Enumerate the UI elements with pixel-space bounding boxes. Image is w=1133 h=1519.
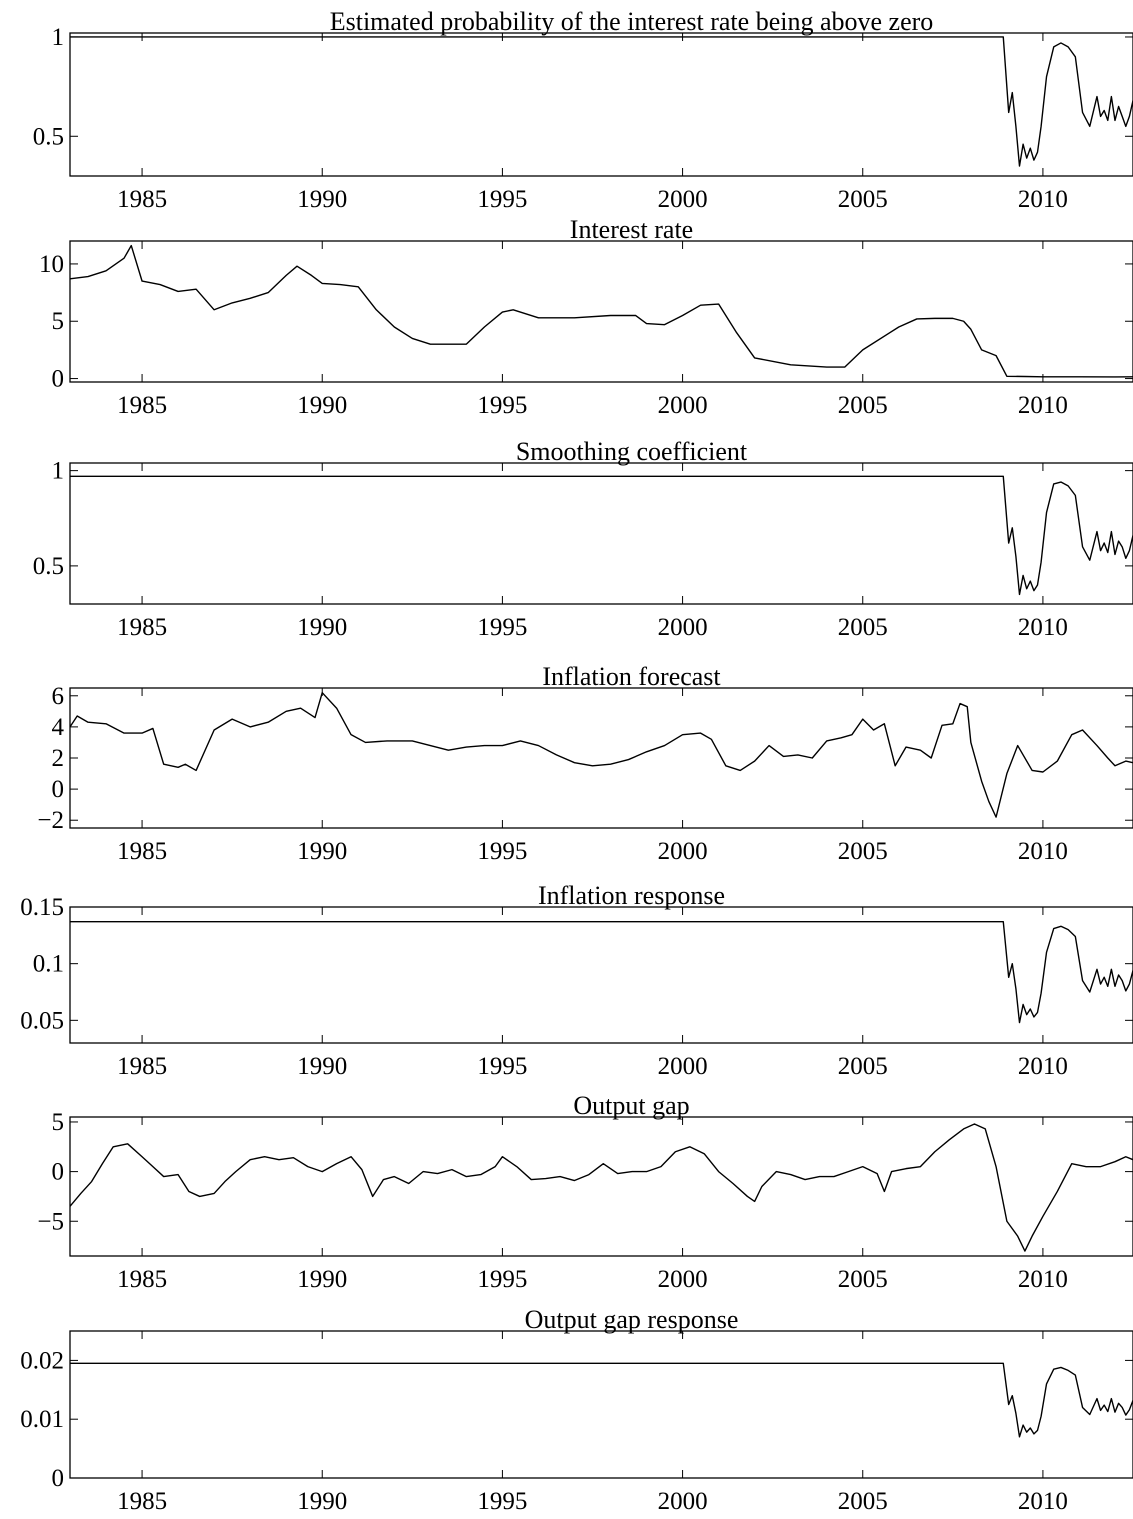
x-tick-label: 2005 — [838, 1053, 888, 1080]
axes-box — [69, 32, 1133, 177]
chart-title: Smoothing coefficient — [516, 437, 748, 466]
x-tick-label: 2005 — [838, 1266, 888, 1293]
x-tick-label: 1985 — [117, 838, 167, 865]
x-tick-label: 2000 — [658, 186, 708, 213]
x-tick-label: 2010 — [1018, 838, 1068, 865]
x-tick-label: 2010 — [1018, 1266, 1068, 1293]
x-tick-label: 2010 — [1018, 186, 1068, 213]
x-tick-label: 2005 — [838, 838, 888, 865]
x-tick-label: 1990 — [297, 186, 347, 213]
axes-box — [69, 906, 1133, 1044]
y-tick-label: 1 — [52, 458, 65, 485]
x-tick-label: 1995 — [477, 1053, 527, 1080]
x-tick-label: 1995 — [477, 1266, 527, 1293]
chart-title: Estimated probability of the interest ra… — [330, 7, 934, 36]
series-line — [70, 475, 1133, 596]
series-line — [70, 36, 1133, 167]
x-tick-label: 1990 — [297, 1488, 347, 1515]
chart-panel-1: 1985 1990 1995 2000 2005 2010 0.5 1 Estimated pr… — [33, 7, 1133, 213]
x-tick-label: 1985 — [117, 1053, 167, 1080]
axes-box — [69, 240, 1133, 383]
chart-title: Output gap — [573, 1091, 689, 1120]
series-line — [69, 244, 1133, 378]
x-tick-label: 1985 — [117, 1266, 167, 1293]
chart-panel-5: 1985 1990 1995 2000 2005 2010 0.05 0.1 0.15 Infla… — [20, 881, 1133, 1080]
y-tick-label: 5 — [52, 308, 65, 335]
y-tick-label: −2 — [37, 807, 64, 834]
chart-title: Inflation forecast — [542, 662, 721, 691]
x-tick-label: 2000 — [658, 392, 708, 419]
x-tick-label: 2005 — [838, 614, 888, 641]
series-line — [70, 1362, 1133, 1438]
y-tick-label: 0 — [52, 366, 65, 393]
x-tick-label: 2010 — [1018, 392, 1068, 419]
x-tick-label: 2010 — [1018, 1488, 1068, 1515]
chart-title: Interest rate — [570, 215, 693, 244]
x-tick-label: 1995 — [477, 1488, 527, 1515]
y-tick-label: 4 — [52, 714, 65, 741]
x-tick-label: 2005 — [838, 186, 888, 213]
x-tick-label: 1995 — [477, 838, 527, 865]
axes-box — [69, 687, 1133, 829]
x-tick-label: 1990 — [297, 838, 347, 865]
y-tick-label: 0.15 — [20, 894, 64, 921]
y-tick-label: 5 — [52, 1109, 65, 1136]
x-tick-label: 1990 — [297, 392, 347, 419]
x-tick-label: 1985 — [117, 614, 167, 641]
y-tick-label: 0 — [52, 1465, 65, 1492]
series-line — [70, 921, 1133, 1024]
y-tick-label: 6 — [52, 683, 65, 710]
axes-box — [69, 462, 1133, 605]
y-tick-label: 0.05 — [20, 1007, 64, 1034]
y-tick-label: −5 — [37, 1208, 64, 1235]
chart-title: Output gap response — [525, 1305, 739, 1334]
x-tick-label: 2000 — [658, 614, 708, 641]
x-tick-label: 1990 — [297, 1266, 347, 1293]
series-line — [69, 691, 1133, 818]
x-tick-label: 1995 — [477, 614, 527, 641]
y-tick-label: 0.1 — [33, 951, 64, 978]
x-tick-label: 2010 — [1018, 1053, 1068, 1080]
y-tick-label: 1 — [52, 24, 65, 51]
x-tick-label: 2005 — [838, 392, 888, 419]
y-tick-label: 0.02 — [20, 1347, 64, 1374]
axes-box — [69, 1116, 1133, 1257]
x-tick-label: 1995 — [477, 392, 527, 419]
x-tick-label: 1990 — [297, 1053, 347, 1080]
chart-panel-2: 1985 1990 1995 2000 2005 2010 0 5 10 Interest rat… — [39, 215, 1133, 419]
chart-panel-6: 1985 1990 1995 2000 2005 2010 −5 0 5 Output gap — [37, 1091, 1133, 1293]
y-tick-label: 0.01 — [20, 1406, 64, 1433]
series-line — [69, 1123, 1133, 1252]
x-tick-label: 2010 — [1018, 614, 1068, 641]
y-tick-label: 2 — [52, 745, 65, 772]
chart-title: Inflation response — [538, 881, 725, 910]
chart-panel-4: 1985 1990 1995 2000 2005 2010 −2 0 2 4 6 Inflation … — [37, 662, 1133, 865]
x-tick-label: 1995 — [477, 186, 527, 213]
x-tick-label: 2000 — [658, 1488, 708, 1515]
axes-box — [69, 1330, 1133, 1479]
x-tick-label: 1985 — [117, 392, 167, 419]
x-tick-label: 1985 — [117, 186, 167, 213]
chart-panel-3: 1985 1990 1995 2000 2005 2010 0.5 1 Smoothing co… — [33, 437, 1133, 641]
x-tick-label: 2000 — [658, 838, 708, 865]
y-tick-label: 0 — [52, 776, 65, 803]
y-tick-label: 10 — [39, 251, 64, 278]
y-tick-label: 0 — [52, 1159, 65, 1186]
chart-panel-7: 1985 1990 1995 2000 2005 2010 0 0.01 0.02 Output … — [20, 1305, 1133, 1515]
y-tick-label: 0.5 — [33, 123, 64, 150]
x-tick-label: 1990 — [297, 614, 347, 641]
x-tick-label: 2005 — [838, 1488, 888, 1515]
x-tick-label: 1985 — [117, 1488, 167, 1515]
x-tick-label: 2000 — [658, 1053, 708, 1080]
y-tick-label: 0.5 — [33, 553, 64, 580]
x-tick-label: 2000 — [658, 1266, 708, 1293]
